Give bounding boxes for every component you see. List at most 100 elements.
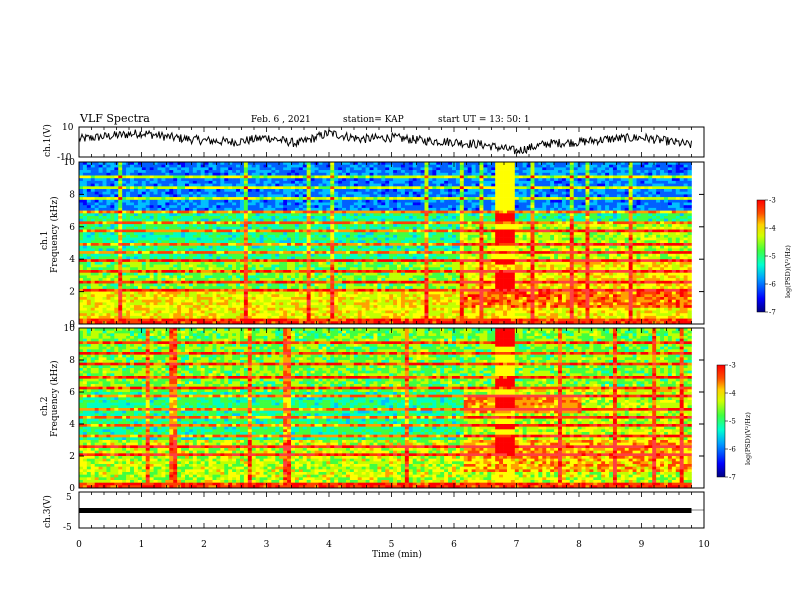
spectrogram-cell <box>102 302 107 306</box>
spectrogram-cell <box>165 178 170 182</box>
spectrogram-cell <box>137 164 143 168</box>
spectrogram-cell <box>251 213 256 217</box>
spectrogram-cell <box>357 183 362 187</box>
spectrogram-cell <box>334 218 339 222</box>
spectrogram-cell <box>298 315 304 319</box>
spectrogram-cell <box>239 213 245 217</box>
spectrogram-cell <box>287 275 292 279</box>
spectrogram-cell <box>110 307 115 311</box>
spectrogram-cell <box>126 267 131 271</box>
spectrogram-cell <box>98 237 103 241</box>
spectrogram-cell <box>122 283 127 287</box>
spectrogram-cell <box>141 186 147 190</box>
spectrogram-cell <box>357 261 362 265</box>
spectrogram-cell <box>369 321 374 325</box>
spectrogram-cell <box>133 280 139 284</box>
spectrogram-cell <box>357 172 362 176</box>
spectrogram-cell <box>377 288 382 292</box>
spectrogram-cell <box>86 216 92 219</box>
spectrogram-cell <box>114 288 119 292</box>
spectrogram-cell <box>102 305 107 309</box>
spectrogram-cell <box>342 275 347 279</box>
spectrogram-cell <box>326 194 331 198</box>
spectrogram-cell <box>157 216 162 219</box>
spectrogram-cell <box>137 189 143 192</box>
spectrogram-cell <box>133 291 139 295</box>
spectrogram-cell <box>79 224 84 228</box>
spectrogram-cell <box>157 321 162 325</box>
spectrogram-cell <box>373 175 378 179</box>
spectrogram-cell <box>236 307 241 311</box>
spectrogram-cell <box>161 294 166 298</box>
spectrogram-cell <box>322 183 327 187</box>
spectrogram-cell <box>98 264 103 268</box>
spectrogram-cell <box>255 251 260 255</box>
spectrogram-cell <box>330 251 335 255</box>
spectrogram-cell <box>177 253 182 257</box>
spectrogram-cell <box>306 197 311 201</box>
spectrogram-cell <box>275 313 280 317</box>
spectrogram-cell <box>98 194 103 198</box>
spectrogram-cell <box>90 253 96 257</box>
spectrogram-cell <box>130 191 135 195</box>
spectrogram-cell <box>188 226 194 230</box>
spectrogram-cell <box>145 283 150 287</box>
spectrogram-cell <box>361 170 366 174</box>
spectrogram-cell <box>400 310 406 314</box>
spectrogram-cell <box>86 199 92 203</box>
spectrogram-cell <box>255 243 260 246</box>
spectrogram-cell <box>334 313 339 317</box>
spectrogram-cell <box>369 167 374 171</box>
spectrogram-cell <box>169 288 174 292</box>
spectrogram-cell <box>306 297 311 300</box>
spectrogram-cell <box>393 261 398 265</box>
spectrogram-cell <box>94 253 99 257</box>
spectrogram-cell <box>397 321 402 325</box>
spectrogram-cell <box>369 280 374 284</box>
spectrogram-cell <box>306 251 311 255</box>
spectrogram-cell <box>377 202 382 206</box>
spectrogram-cell <box>157 310 162 314</box>
spectrogram-cell <box>298 307 304 311</box>
spectrogram-cell <box>188 234 194 238</box>
spectrogram-cell <box>283 194 288 198</box>
spectrogram-cell <box>212 259 217 263</box>
spectrogram-cell <box>291 194 296 198</box>
spectrogram-cell <box>98 307 103 311</box>
spectrogram-cell <box>342 162 347 165</box>
spectrogram-cell <box>322 283 327 287</box>
spectrogram-cell <box>291 207 296 211</box>
spectrogram-cell <box>345 221 351 225</box>
spectrogram-cell <box>279 297 284 300</box>
spectrogram-cell <box>137 178 143 182</box>
spectrogram-cell <box>149 259 154 263</box>
spectrogram-cell <box>169 197 174 201</box>
spectrogram-cell <box>365 313 370 317</box>
spectrogram-cell <box>236 191 241 195</box>
spectrogram-cell <box>196 232 202 236</box>
spectrogram-cell <box>118 288 123 292</box>
spectrogram-cell <box>400 170 406 174</box>
spectrogram-cell <box>149 278 154 282</box>
spectrogram-cell <box>349 261 355 265</box>
spectrogram-cell <box>204 224 209 228</box>
spectrogram-cell <box>161 310 166 314</box>
spectrogram-cell <box>236 237 241 241</box>
spectrogram-cell <box>212 199 217 203</box>
spectrogram-cell <box>283 259 288 263</box>
spectrogram-cell <box>224 261 229 265</box>
spectrogram-cell <box>98 310 103 314</box>
spectrogram-cell <box>342 297 347 300</box>
spectrogram-cell <box>255 318 260 322</box>
spectrogram-cell <box>200 240 205 244</box>
spectrogram-cell <box>102 310 107 314</box>
spectrogram-cell <box>122 175 127 179</box>
spectrogram-cell <box>181 167 186 171</box>
spectrogram-cell <box>353 180 359 184</box>
spectrogram-cell <box>361 243 366 246</box>
spectrogram-cell <box>338 216 343 219</box>
spectrogram-cell <box>243 259 249 263</box>
spectrogram-cell <box>345 216 351 219</box>
spectrogram-cell <box>114 175 119 179</box>
spectrogram-cell <box>161 253 166 257</box>
